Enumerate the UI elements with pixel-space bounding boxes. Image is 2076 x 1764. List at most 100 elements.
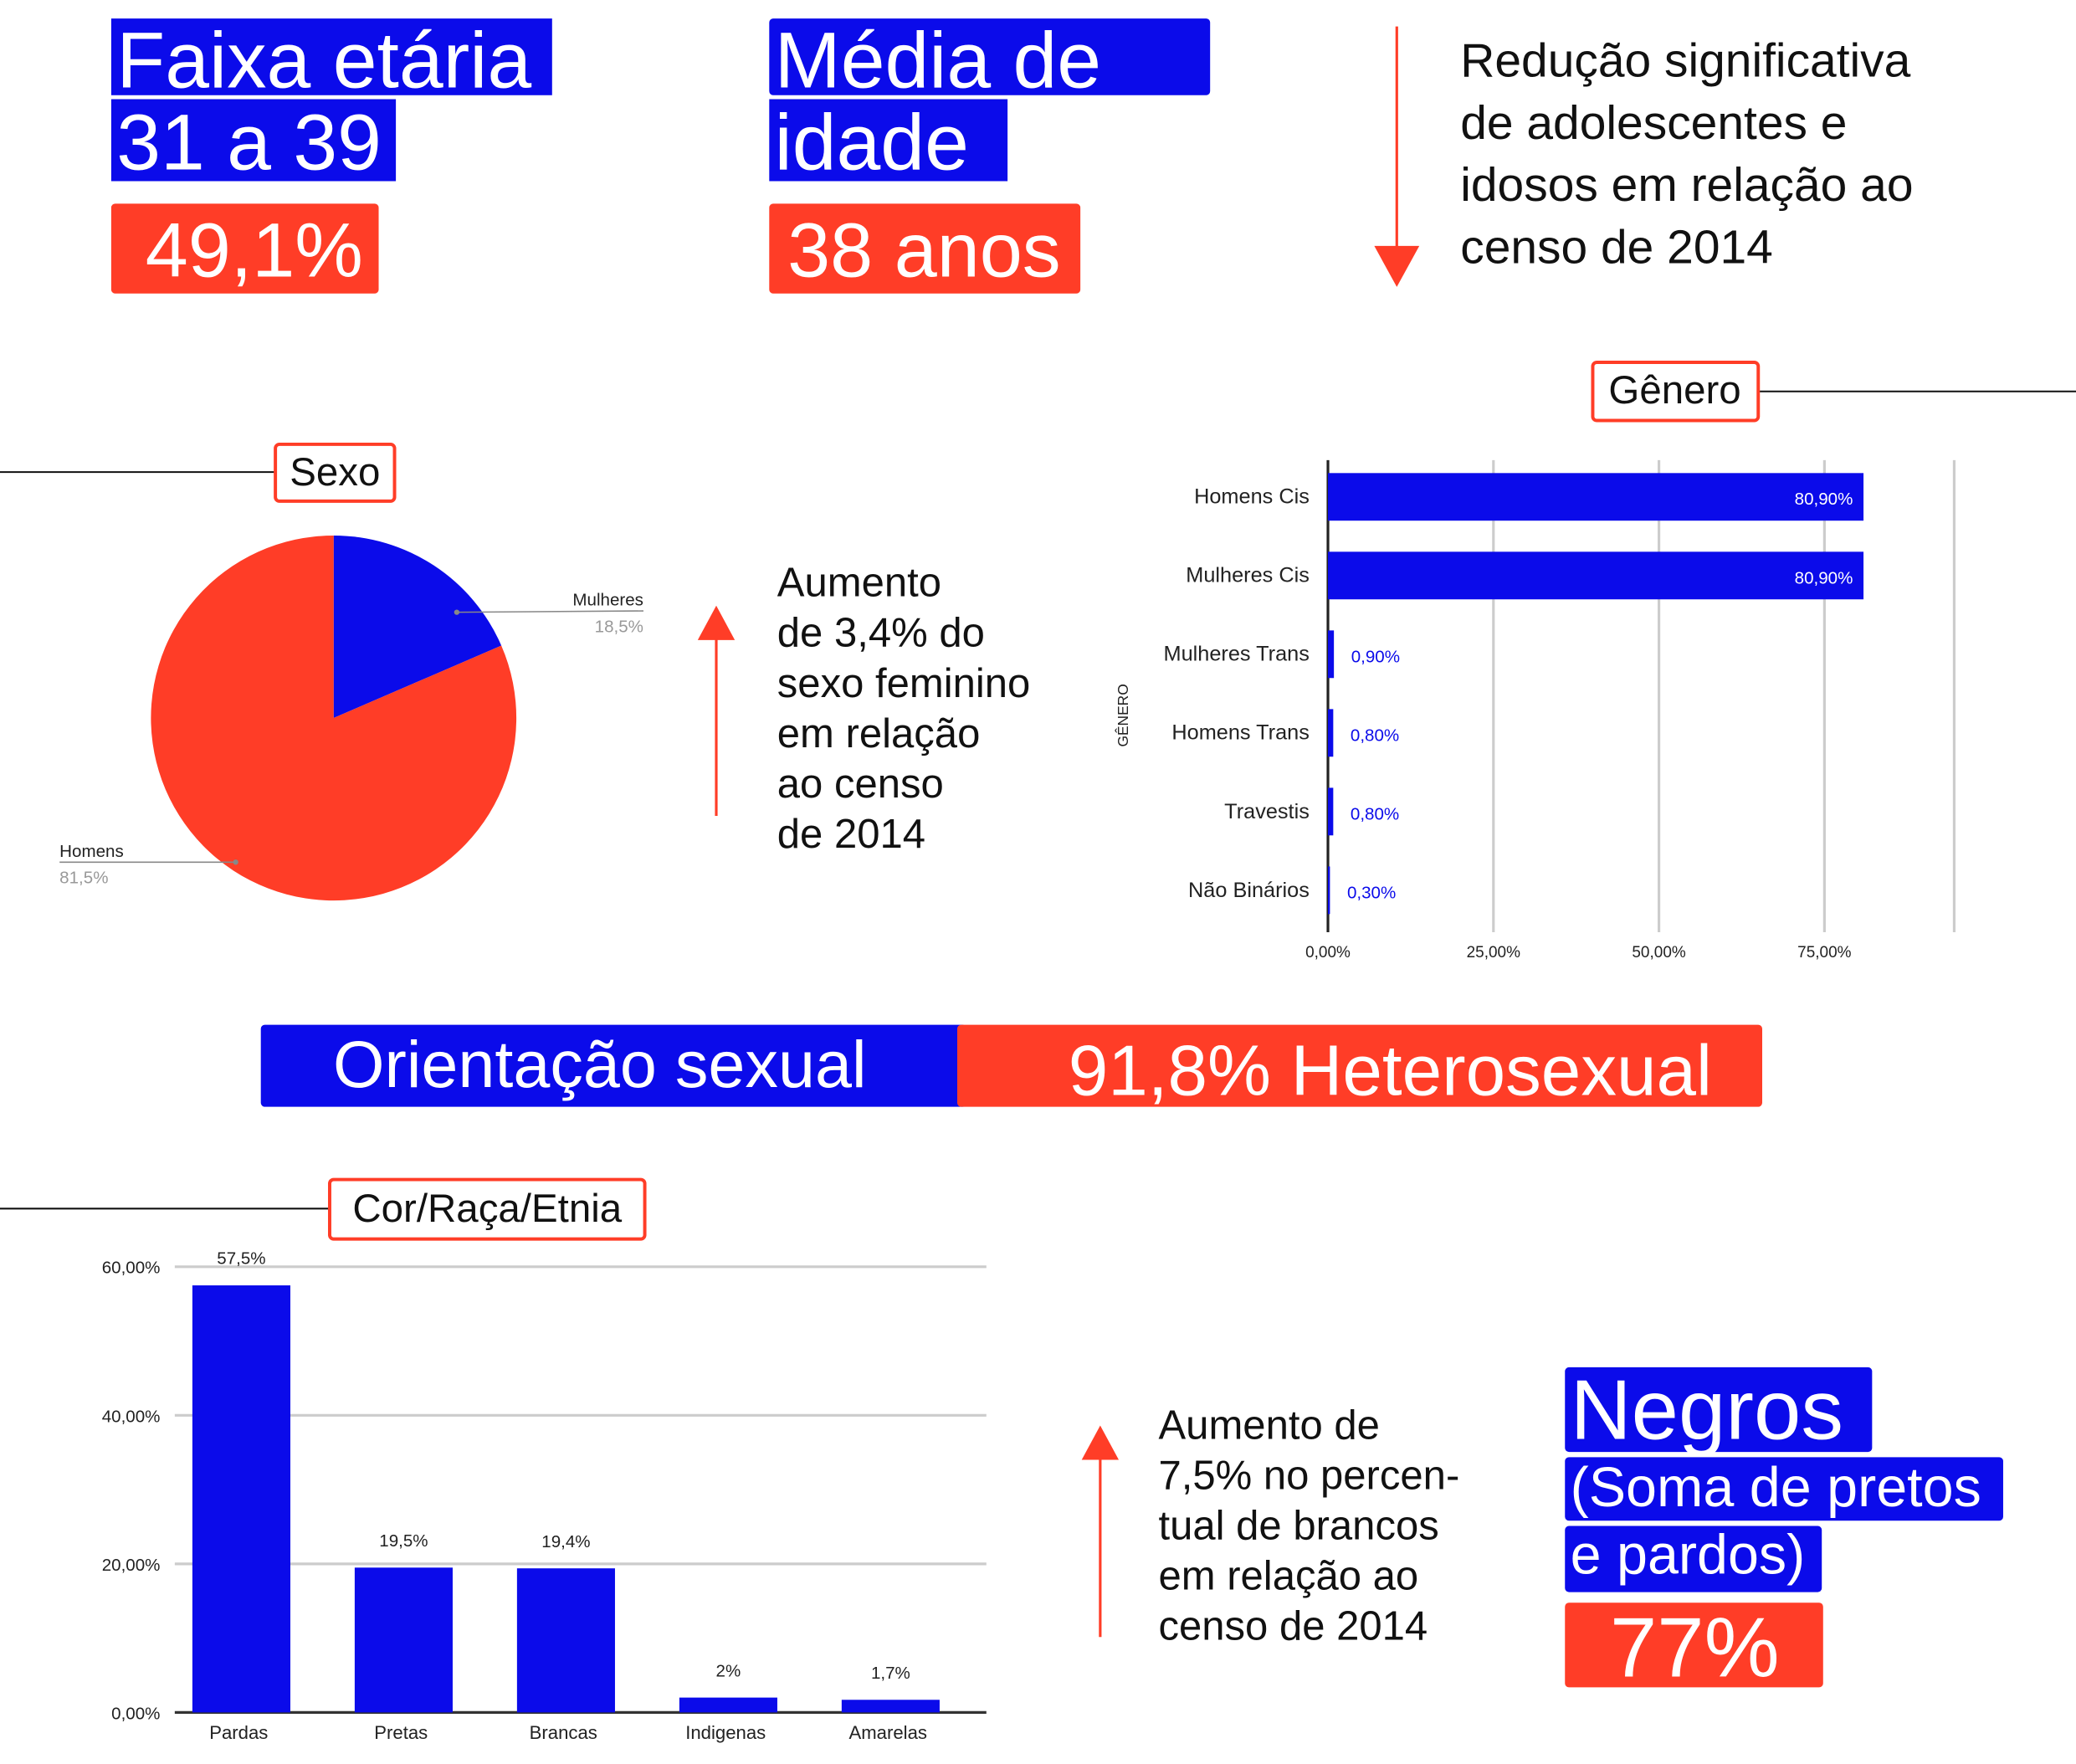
note-line: Redução significativa [1460, 34, 1910, 88]
note-line: de adolescentes e [1460, 96, 1847, 150]
note-line: sexo feminino [777, 661, 1031, 706]
bar [192, 1285, 290, 1713]
pie-slice [333, 535, 502, 719]
bar [1328, 630, 1335, 679]
data-label: 0,80% [1351, 804, 1399, 823]
headline: (Soma de pretos [1571, 1457, 1981, 1519]
note: Aumento de 3,4% do sexo feminino em rela… [777, 561, 1031, 857]
pie-slice [151, 535, 517, 901]
headline: 31 a 39 [116, 98, 382, 187]
x-tick-label: Indigenas [685, 1722, 766, 1743]
label-box [1565, 1367, 1873, 1453]
data-label: 80,90% [1795, 490, 1853, 509]
headline-value: 38 anos [787, 208, 1061, 293]
value-box [769, 203, 1081, 294]
leader-dot [454, 609, 460, 615]
note-line: censo de 2014 [1460, 220, 1773, 274]
bar [1328, 551, 1864, 600]
x-tick-label: 0,00% [1305, 944, 1351, 961]
x-tick-label: 25,00% [1467, 944, 1521, 961]
label-box [110, 18, 552, 95]
label-box [1565, 1526, 1822, 1592]
x-tick-label: Brancas [530, 1722, 597, 1743]
bar [1328, 473, 1864, 521]
bar [354, 1567, 453, 1713]
charts: Mulheres 18,5% Homens 81,5% 0,00% 25,00% 50,00… [59, 459, 1956, 1743]
note: Redução significativa de adolescentes e … [1460, 34, 1913, 274]
arrow-head [1081, 1425, 1120, 1460]
headline-value: 77% [1610, 1601, 1780, 1695]
note-line: 7,5% no percen- [1158, 1453, 1459, 1498]
y-tick-label: 20,00% [102, 1556, 161, 1575]
headline-value: 49,1% [146, 208, 363, 293]
note-line: de 3,4% do [777, 611, 985, 656]
headline: Faixa etária [116, 16, 531, 105]
legend-label: Mulheres [572, 591, 643, 610]
x-tick-label: Pretas [374, 1722, 428, 1743]
headline-value: 91,8% Heterosexual [1069, 1031, 1712, 1110]
bar [679, 1697, 777, 1713]
headline: e pardos) [1571, 1524, 1806, 1586]
label-box [1565, 1457, 2003, 1521]
data-label: 0,90% [1351, 647, 1400, 666]
note-line: em relação [777, 711, 981, 756]
note-line: Aumento de [1158, 1402, 1379, 1448]
x-tick-label: Pardas [209, 1722, 268, 1743]
leader-line [456, 610, 643, 613]
note-line: tual de brancos [1158, 1503, 1438, 1548]
note-line: de 2014 [777, 812, 925, 857]
value-box [956, 1024, 1763, 1107]
value-box [110, 203, 379, 294]
y-tick-label: Mulheres Trans [1164, 643, 1310, 666]
y-tick-label: Não Binários [1188, 879, 1310, 902]
headline: Média de [775, 16, 1101, 105]
headline: Negros [1571, 1362, 1843, 1457]
data-label: 18,5% [595, 617, 643, 636]
label-box [769, 99, 1008, 182]
legend-label: Homens [59, 842, 124, 861]
arrow-head [1374, 245, 1420, 287]
leader-dot [233, 859, 238, 865]
bar [1328, 787, 1334, 836]
note-line: em relação ao [1158, 1553, 1418, 1598]
value-box [1565, 1602, 1823, 1688]
label-box [110, 99, 397, 182]
data-label: 81,5% [59, 869, 108, 888]
x-tick-label: 50,00% [1632, 944, 1686, 961]
y-tick-label: Travestis [1224, 800, 1310, 823]
data-label: 1,7% [871, 1664, 910, 1683]
title-box [274, 442, 397, 503]
y-tick-label: 60,00% [102, 1259, 161, 1278]
y-axis-label: GÊNERO [1115, 684, 1131, 746]
data-label: 19,5% [379, 1531, 428, 1551]
chart-title: Cor/Raça/Etnia [352, 1187, 622, 1231]
note-line: Aumento [777, 561, 941, 606]
label-box [260, 1024, 967, 1107]
bar [1328, 866, 1330, 915]
headline: Orientação sexual [333, 1027, 867, 1101]
data-label: 80,90% [1795, 568, 1853, 587]
note: Aumento de 7,5% no percen- tual de branc… [1158, 1402, 1459, 1649]
y-tick-label: Mulheres Cis [1186, 564, 1310, 587]
title-box [1591, 361, 1761, 423]
y-tick-label: 40,00% [102, 1407, 161, 1426]
headline: idade [775, 98, 969, 187]
arrow-head [697, 605, 736, 640]
bar [516, 1568, 615, 1713]
title-box [328, 1177, 647, 1241]
chart-title: Gênero [1608, 368, 1740, 413]
note-line: idosos em relação ao [1460, 158, 1913, 212]
y-tick-label: Homens Trans [1171, 721, 1309, 745]
note-line: censo de 2014 [1158, 1603, 1428, 1649]
x-tick-label: 75,00% [1797, 944, 1852, 961]
data-label: 0,80% [1351, 726, 1399, 745]
chart-title: Sexo [290, 450, 380, 495]
bar [1328, 709, 1334, 757]
x-tick-label: Amarelas [848, 1722, 927, 1743]
note-line: ao censo [777, 761, 944, 807]
y-tick-label: 0,00% [111, 1704, 160, 1723]
bar [841, 1700, 940, 1713]
data-label: 57,5% [217, 1249, 265, 1269]
